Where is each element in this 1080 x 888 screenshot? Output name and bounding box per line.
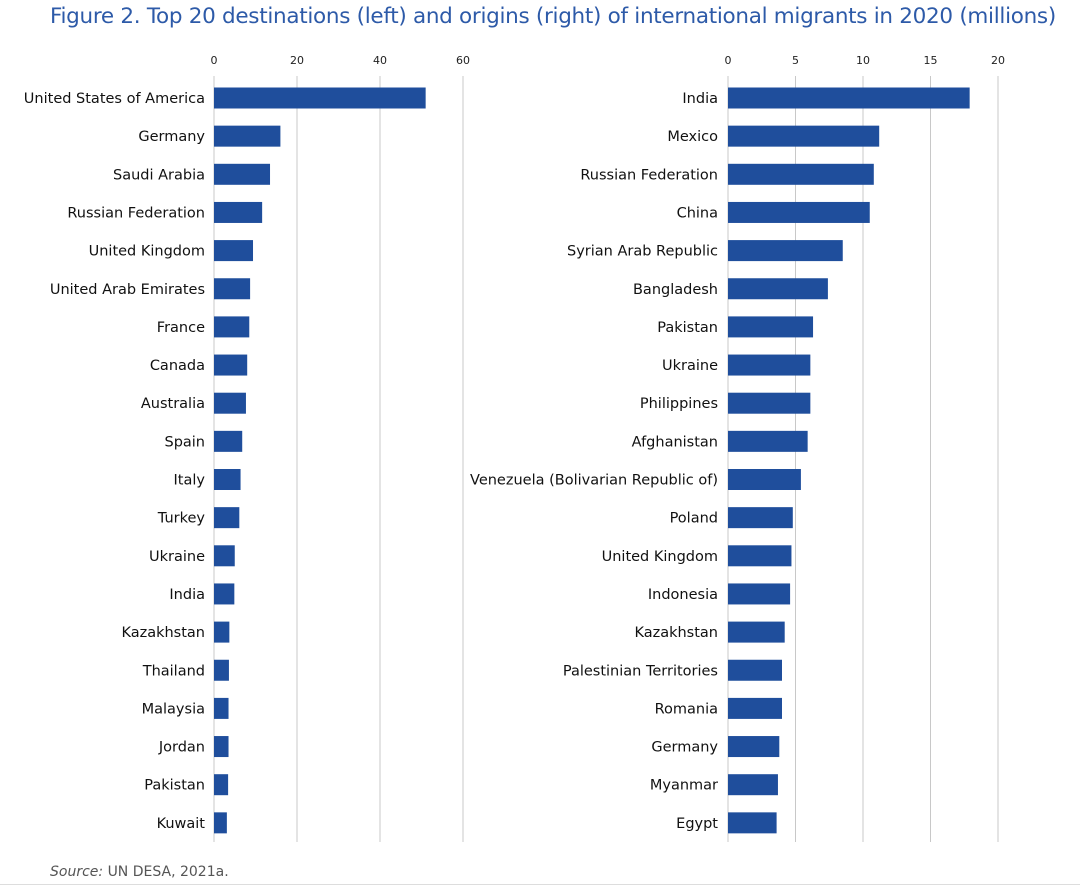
destinations-bar	[214, 507, 240, 529]
destinations-bar	[214, 163, 271, 185]
destinations-tick-label: 20	[290, 54, 304, 67]
origins-category-label: Romania	[655, 701, 718, 717]
origins-bar	[728, 545, 792, 567]
destinations-bar	[214, 774, 229, 796]
destinations-category-label: United Kingdom	[89, 244, 205, 260]
destinations-bar	[214, 812, 227, 834]
origins-bar	[728, 697, 782, 719]
destinations-chart: 0 20 40 60 United States of America Germany Sa…	[24, 54, 470, 842]
destinations-bar	[214, 316, 250, 338]
destinations-category-label: Spain	[164, 434, 205, 450]
destinations-category-label: Germany	[138, 129, 205, 145]
origins-bar	[728, 583, 791, 605]
origins-bar	[728, 125, 880, 147]
destinations-bar	[214, 278, 251, 300]
origins-category-label: India	[682, 91, 718, 107]
origins-category-label: Germany	[651, 740, 718, 756]
origins-category-label: China	[677, 205, 718, 221]
origins-bar	[728, 430, 808, 452]
destinations-bar	[214, 430, 243, 452]
origins-bar	[728, 736, 780, 758]
destinations-bar	[214, 125, 281, 147]
origins-bar	[728, 316, 814, 338]
destinations-category-label: India	[169, 587, 205, 603]
destinations-category-label: Russian Federation	[67, 205, 205, 221]
origins-chart: 0 5 10 15 20 India Mexico Russian Federation Chi…	[470, 54, 1005, 842]
destinations-category-label: Kazakhstan	[121, 625, 205, 641]
origins-category-label: Poland	[670, 511, 718, 527]
destinations-bar	[214, 240, 254, 262]
origins-category-label: Egypt	[676, 816, 718, 832]
origins-bar	[728, 392, 811, 414]
origins-tick-label: 10	[856, 54, 870, 67]
origins-bar	[728, 163, 874, 185]
origins-bar	[728, 469, 801, 490]
origins-bar	[728, 621, 785, 643]
destinations-tick-label: 40	[373, 54, 387, 67]
destinations-bar	[214, 201, 263, 223]
origins-tick-label: 0	[725, 54, 732, 67]
origins-bar	[728, 812, 777, 834]
destinations-bar	[214, 621, 230, 643]
destinations-category-label: Turkey	[157, 511, 206, 527]
destinations-category-label: Ukraine	[149, 549, 205, 565]
destinations-category-label: France	[157, 320, 205, 336]
destinations-category-label: Kuwait	[157, 816, 206, 832]
origins-category-label: Myanmar	[650, 778, 718, 794]
destinations-tick-label: 60	[456, 54, 470, 67]
figure-title: Figure 2. Top 20 destinations (left) and…	[50, 4, 1056, 29]
origins-tick-label: 15	[924, 54, 938, 67]
destinations-category-label: Italy	[174, 473, 206, 489]
origins-category-label: Bangladesh	[633, 282, 718, 298]
destinations-bar	[214, 87, 426, 109]
destinations-category-label: Pakistan	[144, 778, 205, 794]
origins-category-label: Kazakhstan	[634, 625, 718, 641]
source-note: Source: UN DESA, 2021a.	[50, 864, 229, 880]
destinations-bar	[214, 392, 246, 414]
origins-category-label: Ukraine	[662, 358, 718, 374]
origins-bar	[728, 507, 793, 529]
origins-tick-label: 5	[792, 54, 799, 67]
destinations-bar	[214, 469, 241, 490]
origins-bar	[728, 278, 828, 300]
origins-bar	[728, 354, 811, 376]
destinations-bar	[214, 354, 248, 376]
origins-category-label: Venezuela (Bolivarian Republic of)	[470, 473, 718, 489]
source-text: UN DESA, 2021a.	[107, 864, 229, 880]
origins-bar	[728, 659, 782, 681]
origins-category-label: Palestinian Territories	[563, 663, 718, 679]
origins-bar	[728, 240, 843, 262]
bottom-divider	[0, 884, 1080, 885]
origins-category-label: Afghanistan	[632, 434, 718, 450]
destinations-bar	[214, 545, 235, 567]
destinations-bar	[214, 583, 235, 605]
destinations-category-label: Canada	[150, 358, 205, 374]
origins-category-label: Indonesia	[648, 587, 718, 603]
origins-category-label: Pakistan	[657, 320, 718, 336]
destinations-bar	[214, 736, 229, 758]
destinations-category-label: Jordan	[158, 740, 205, 756]
origins-category-label: Syrian Arab Republic	[567, 244, 718, 260]
destinations-category-label: Malaysia	[142, 701, 205, 717]
destinations-category-label: United States of America	[24, 91, 205, 107]
origins-category-label: Philippines	[640, 396, 718, 412]
origins-bar	[728, 774, 778, 796]
destinations-bar	[214, 659, 229, 681]
destinations-bar	[214, 697, 229, 719]
source-prefix: Source:	[50, 864, 104, 880]
destinations-tick-label: 0	[211, 54, 218, 67]
origins-bar	[728, 87, 970, 109]
origins-category-label: Russian Federation	[580, 167, 718, 183]
origins-bar	[728, 201, 870, 223]
origins-category-label: Mexico	[667, 129, 718, 145]
destinations-category-label: Saudi Arabia	[113, 167, 205, 183]
destinations-category-label: Thailand	[142, 663, 205, 679]
origins-tick-label: 20	[991, 54, 1005, 67]
destinations-category-label: United Arab Emirates	[50, 282, 205, 298]
origins-category-label: United Kingdom	[602, 549, 718, 565]
destinations-category-label: Australia	[141, 396, 205, 412]
